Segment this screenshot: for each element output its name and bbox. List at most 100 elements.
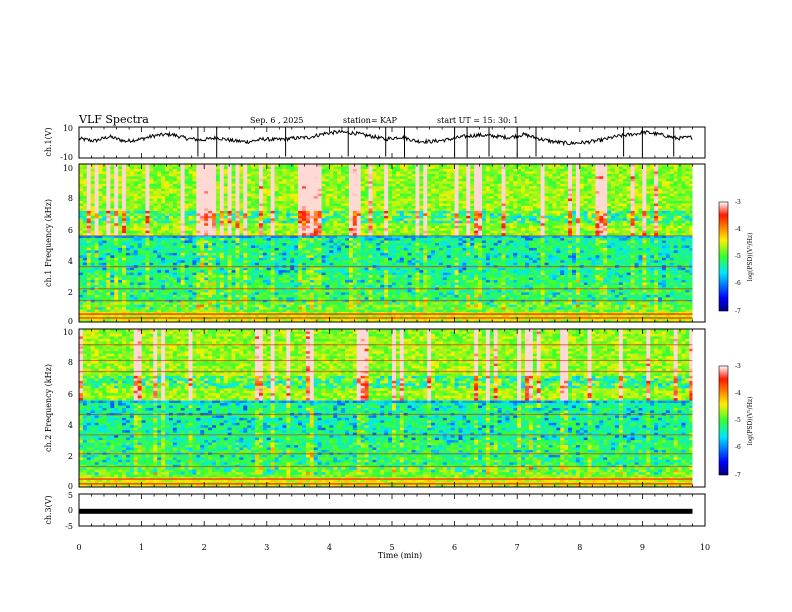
spectrogram-cell [325, 231, 329, 234]
spectrogram-cell [157, 238, 161, 241]
spectrogram-cell [255, 245, 259, 248]
spectrogram-cell [169, 280, 173, 283]
spectrogram-cell [169, 228, 173, 231]
spectrogram-cell [306, 206, 310, 209]
spectrogram-cell [87, 226, 91, 229]
spectrogram-cell [259, 245, 263, 248]
spectrogram-cell [294, 253, 298, 256]
spectrogram-cell [196, 204, 200, 207]
spectrogram-cell [95, 206, 99, 209]
spectrogram-cell [275, 260, 279, 263]
spectrogram-cell [228, 305, 232, 308]
spectrogram-cell [271, 270, 275, 273]
spectrogram-cell [239, 258, 243, 261]
spectrogram-cell [110, 184, 114, 187]
spectrogram-cell [79, 278, 83, 281]
spectrogram-cell [130, 285, 134, 288]
spectrogram-cell [224, 260, 228, 263]
spectrogram-cell [325, 255, 329, 258]
spectrogram-cell [122, 184, 126, 187]
spectrogram-cell [95, 292, 99, 295]
spectrogram-cell [365, 243, 369, 246]
spectrogram-cell [329, 174, 333, 177]
spectrogram-cell [122, 273, 126, 276]
spectrogram-cell [134, 223, 138, 226]
spectrogram-cell [138, 238, 142, 241]
spectrogram-cell [114, 290, 118, 293]
spectrogram-cell [247, 169, 251, 172]
spectrogram-cell [177, 194, 181, 197]
spectrogram-cell [216, 248, 220, 251]
spectrogram-cell [87, 171, 91, 174]
spectrogram-cell [189, 255, 193, 258]
spectrogram-cell [220, 253, 224, 256]
spectrogram-cell [165, 181, 169, 184]
spectrogram-cell [232, 260, 236, 263]
spectrogram-cell [286, 204, 290, 207]
spectrogram-cell [333, 228, 337, 231]
spectrogram-cell [204, 307, 208, 310]
spectrogram-cell [341, 295, 345, 298]
spectrogram-cell [372, 260, 376, 263]
spectrogram-cell [157, 194, 161, 197]
spectrogram-cell [345, 226, 349, 229]
spectrogram-cell [251, 211, 255, 214]
spectrogram-cell [79, 186, 83, 189]
spectrogram-cell [87, 285, 91, 288]
spectrogram-cell [271, 295, 275, 298]
spectrogram-cell [87, 186, 91, 189]
spectrogram-cell [365, 171, 369, 174]
spectrogram-cell [220, 241, 224, 244]
spectrogram-cell [255, 191, 259, 194]
spectrogram-cell [153, 258, 157, 261]
spectrogram-cell [142, 216, 146, 219]
spectrogram-cell [95, 241, 99, 244]
spectrogram-cell [118, 260, 122, 263]
spectrogram-cell [376, 283, 380, 286]
spectrogram-cell [126, 285, 130, 288]
spectrogram-cell [290, 199, 294, 202]
spectrogram-cell [302, 278, 306, 281]
spectrogram-cell [329, 201, 333, 204]
spectrogram-cell [271, 206, 275, 209]
spectrogram-cell [314, 292, 318, 295]
spectrogram-cell [99, 171, 103, 174]
spectrogram-cell [275, 194, 279, 197]
spectrogram-cell [376, 302, 380, 305]
spectrogram-cell [286, 297, 290, 300]
spectrogram-cell [204, 199, 208, 202]
spectrogram-cell [329, 176, 333, 179]
spectrogram-cell [146, 231, 150, 234]
spectrogram-cell [251, 270, 255, 273]
spectrogram-cell [161, 241, 165, 244]
spectrogram-cell [204, 310, 208, 313]
spectrogram-cell [314, 302, 318, 305]
spectrogram-cell [318, 248, 322, 251]
spectrogram-cell [255, 297, 259, 300]
spectrogram-cell [302, 221, 306, 224]
spectrogram-cell [294, 297, 298, 300]
spectrogram-cell [185, 176, 189, 179]
spectrogram-cell [208, 171, 212, 174]
spectrogram-cell [181, 300, 185, 303]
spectrogram-cell [243, 283, 247, 286]
spectrogram-cell [134, 199, 138, 202]
spectrogram-cell [110, 243, 114, 246]
spectrogram-cell [224, 245, 228, 248]
spectrogram-cell [192, 206, 196, 209]
spectrogram-cell [114, 270, 118, 273]
spectrogram-cell [110, 221, 114, 224]
spectrogram-cell [337, 171, 341, 174]
ch1-waveform-panel: 10 -10 ch.1(V) [44, 124, 705, 162]
spectrogram-cell [376, 292, 380, 295]
spectrogram-cell [298, 174, 302, 177]
spectrogram-cell [196, 278, 200, 281]
spectrogram-cell [298, 258, 302, 261]
spectrogram-cell [196, 169, 200, 172]
spectrogram-cell [263, 243, 267, 246]
spectrogram-cell [138, 248, 142, 251]
spectrogram-cell [345, 273, 349, 276]
spectrogram-cell [290, 270, 294, 273]
spectrogram-cell [306, 231, 310, 234]
spectrogram-cell [146, 258, 150, 261]
